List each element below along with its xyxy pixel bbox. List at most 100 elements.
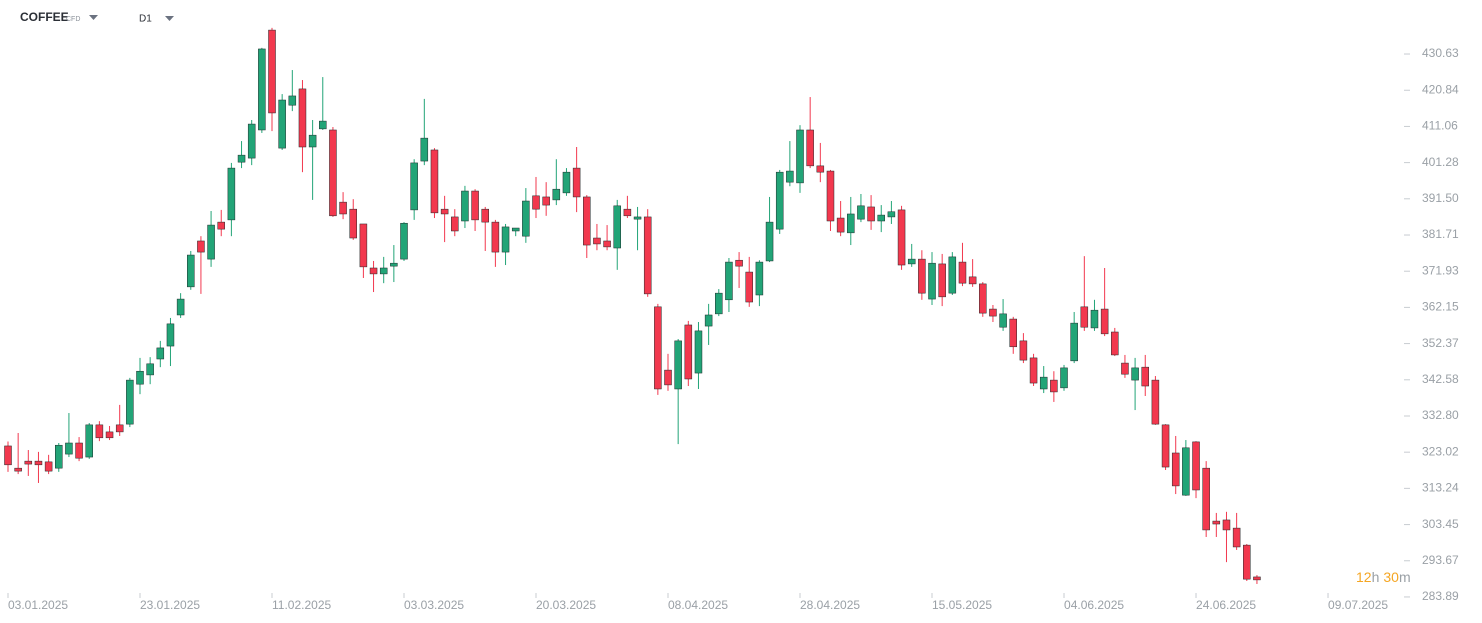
candle-body	[237, 154, 246, 163]
candle-body	[1222, 519, 1231, 531]
candle-body	[1202, 467, 1210, 531]
candle-body	[1161, 424, 1170, 468]
candle-body	[633, 216, 642, 220]
candle-body	[999, 313, 1007, 328]
candle-body	[593, 237, 601, 245]
candle-body	[308, 134, 317, 148]
y-tick-label: 430.63	[1422, 46, 1459, 60]
candle-body	[826, 170, 835, 222]
candle-body	[948, 256, 957, 294]
candle-body	[126, 379, 134, 425]
candle-body	[654, 306, 662, 390]
candle-body	[85, 424, 93, 458]
countdown-m: m	[1399, 569, 1411, 585]
candle-body	[146, 363, 154, 376]
candle-body	[562, 171, 571, 194]
candle-body	[715, 292, 723, 315]
candle-body	[725, 261, 733, 301]
x-tick-label: 11.02.2025	[272, 598, 331, 612]
candle-body	[339, 201, 347, 215]
x-tick-label: 03.01.2025	[8, 598, 68, 612]
candle-body	[410, 162, 418, 211]
candle-body	[176, 298, 185, 316]
candle-body	[156, 347, 165, 360]
candle-body	[1050, 379, 1058, 393]
candle-body	[928, 262, 936, 300]
countdown-h: h	[1372, 569, 1380, 585]
candle-body	[643, 216, 652, 295]
candle-body	[207, 224, 215, 260]
timeframe[interactable]: D1	[139, 14, 152, 25]
candle-body	[258, 48, 266, 131]
candle-body	[440, 208, 449, 215]
candle-body	[522, 200, 530, 237]
y-tick-label: 362.15	[1422, 300, 1459, 314]
candle-body	[532, 195, 540, 210]
candle-body	[166, 323, 175, 347]
candle-body	[1060, 367, 1068, 389]
candle-body	[1080, 306, 1089, 328]
candle-body	[958, 261, 967, 284]
candle-body	[349, 208, 357, 239]
candle-body	[65, 442, 73, 455]
y-tick-label: 283.89	[1422, 589, 1459, 603]
x-tick-label: 28.04.2025	[800, 598, 860, 612]
candle-body	[979, 283, 987, 314]
candle-body	[572, 167, 581, 198]
candle-body	[14, 467, 22, 472]
candle-body	[288, 95, 297, 106]
candle-body	[359, 223, 368, 268]
candle-body	[694, 330, 703, 374]
candle-body	[197, 240, 205, 253]
x-tick-label: 09.07.2025	[1328, 598, 1388, 612]
candle-body	[1151, 379, 1160, 425]
candle-body	[34, 460, 43, 466]
candle-body	[1182, 447, 1190, 496]
candle-body	[1212, 520, 1221, 525]
candle-body	[552, 188, 561, 201]
candle-body	[775, 171, 784, 230]
symbol-dropdown[interactable]	[89, 15, 98, 20]
timeframe-dropdown[interactable]	[165, 16, 174, 21]
y-tick-label: 371.93	[1422, 263, 1459, 277]
y-tick-label: 420.84	[1422, 82, 1459, 96]
candle-body	[136, 370, 144, 385]
y-tick-label: 313.24	[1422, 481, 1459, 495]
candle-body	[491, 221, 500, 253]
candle-body	[918, 258, 926, 294]
candle-body	[1019, 340, 1028, 361]
candle-body	[623, 208, 632, 217]
y-tick-label: 391.50	[1422, 191, 1459, 205]
candle-body	[471, 190, 479, 221]
candle-body	[867, 206, 875, 222]
candle-body	[857, 205, 865, 220]
candle-body	[613, 205, 621, 249]
countdown: 12h 30m	[1356, 569, 1411, 585]
countdown-minutes: 30	[1383, 569, 1399, 585]
candle-body	[806, 129, 814, 167]
symbol[interactable]: COFFEE	[20, 10, 69, 24]
candle-body	[816, 165, 825, 173]
candle-body	[115, 424, 124, 433]
x-tick-label: 20.03.2025	[536, 598, 596, 612]
candle-body	[481, 208, 489, 223]
candle-body	[755, 261, 764, 296]
candle-body	[1141, 366, 1149, 387]
candle-body	[1070, 322, 1078, 362]
candle-body	[278, 99, 286, 149]
candle-body	[674, 340, 682, 390]
candle-body	[319, 120, 327, 130]
candle-body	[24, 460, 33, 465]
candle-body	[75, 442, 83, 459]
candle-body	[786, 170, 794, 183]
candle-body	[1192, 441, 1200, 491]
candle-body	[217, 221, 225, 230]
countdown-hours: 12	[1356, 569, 1372, 585]
candle-body	[268, 29, 276, 114]
candle-body	[430, 149, 439, 214]
candle-body	[501, 226, 510, 253]
candle-body	[369, 267, 378, 275]
candle-body	[4, 445, 12, 466]
candle-body	[187, 254, 195, 288]
candle-body	[877, 214, 885, 222]
